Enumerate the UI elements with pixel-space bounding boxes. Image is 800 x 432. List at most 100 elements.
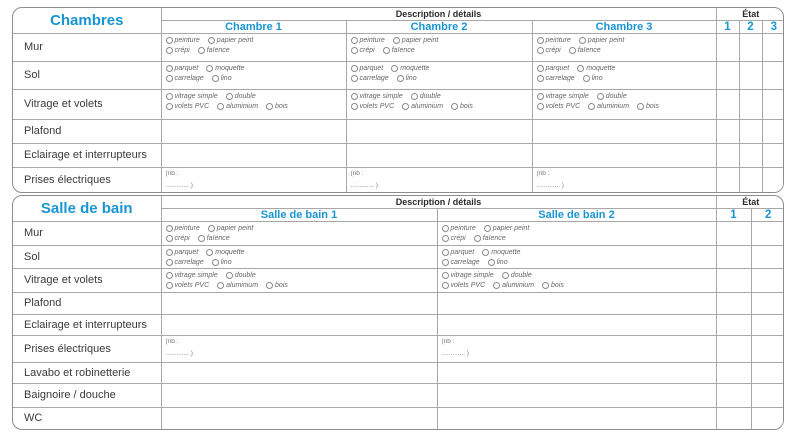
checkbox-icon[interactable] [536, 47, 544, 54]
description-cell[interactable] [436, 313, 717, 336]
description-cell[interactable] [345, 118, 533, 144]
checkbox-icon[interactable] [441, 235, 449, 242]
etat-cell[interactable] [715, 334, 752, 363]
checkbox-option[interactable]: peinture [350, 36, 385, 45]
checkbox-option[interactable]: vitrage simple [165, 92, 218, 101]
checkbox-option[interactable]: volets PVC [441, 281, 485, 290]
checkbox-option[interactable]: moquette [206, 64, 244, 73]
checkbox-option[interactable]: carrelage [441, 258, 480, 267]
checkbox-option[interactable]: faïence [473, 234, 506, 243]
checkbox-option[interactable]: crépi [350, 46, 375, 55]
checkbox-option[interactable]: carrelage [165, 258, 204, 267]
etat-cell[interactable] [715, 220, 752, 246]
checkbox-option[interactable]: peinture [165, 36, 200, 45]
description-cell[interactable] [160, 142, 347, 168]
checkbox-icon[interactable] [207, 37, 215, 44]
etat-cell[interactable] [750, 220, 783, 246]
etat-cell[interactable] [761, 88, 783, 120]
checkbox-icon[interactable] [536, 103, 544, 110]
checkbox-option[interactable]: parquet [165, 248, 198, 257]
description-cell[interactable] [531, 142, 717, 168]
checkbox-option[interactable]: bois [266, 102, 288, 111]
etat-cell[interactable] [750, 291, 783, 315]
etat-cell[interactable] [750, 406, 783, 429]
checkbox-icon[interactable] [266, 103, 274, 110]
etat-cell[interactable] [750, 361, 783, 384]
checkbox-option[interactable]: double [225, 92, 256, 101]
checkbox-icon[interactable] [578, 37, 586, 44]
checkbox-icon[interactable] [350, 75, 358, 82]
etat-cell[interactable] [715, 406, 752, 429]
checkbox-option[interactable]: vitrage simple [441, 271, 494, 280]
checkbox-icon[interactable] [165, 47, 173, 54]
checkbox-option[interactable]: aluminium [493, 281, 534, 290]
checkbox-icon[interactable] [350, 103, 358, 110]
etat-cell[interactable] [715, 88, 740, 120]
description-cell[interactable] [436, 406, 717, 429]
description-cell[interactable] [160, 382, 438, 408]
checkbox-icon[interactable] [206, 249, 214, 256]
checkbox-option[interactable]: moquette [206, 248, 244, 257]
checkbox-icon[interactable] [197, 235, 205, 242]
nb-cell[interactable]: (nb : ............. ) [160, 166, 347, 192]
checkbox-option[interactable]: double [501, 271, 532, 280]
checkbox-option[interactable]: papier peint [392, 36, 438, 45]
checkbox-icon[interactable] [225, 272, 233, 279]
checkbox-option[interactable]: crépi [441, 234, 466, 243]
etat-cell[interactable] [715, 142, 740, 168]
checkbox-icon[interactable] [396, 75, 404, 82]
checkbox-option[interactable]: aluminium [217, 281, 258, 290]
checkbox-option[interactable]: volets PVC [350, 102, 394, 111]
checkbox-option[interactable]: double [410, 92, 441, 101]
checkbox-option[interactable]: bois [542, 281, 564, 290]
checkbox-option[interactable]: peinture [165, 224, 200, 233]
checkbox-option[interactable]: lino [211, 74, 232, 83]
checkbox-icon[interactable] [451, 103, 459, 110]
checkbox-option[interactable]: carrelage [536, 74, 575, 83]
checkbox-option[interactable]: parquet [441, 248, 474, 257]
checkbox-option[interactable]: faïence [568, 46, 601, 55]
checkbox-icon[interactable] [207, 225, 215, 232]
checkbox-option[interactable]: papier peint [207, 224, 253, 233]
nb-cell[interactable]: (nb : ............. ) [160, 334, 438, 363]
etat-cell[interactable] [738, 32, 763, 62]
checkbox-option[interactable]: double [596, 92, 627, 101]
checkbox-option[interactable]: peinture [441, 224, 476, 233]
checkbox-icon[interactable] [392, 37, 400, 44]
etat-cell[interactable] [738, 142, 763, 168]
nb-cell[interactable]: (nb : ............. ) [345, 166, 533, 192]
etat-cell[interactable] [761, 142, 783, 168]
etat-cell[interactable] [761, 60, 783, 90]
description-cell[interactable] [436, 291, 717, 315]
checkbox-icon[interactable] [165, 225, 173, 232]
checkbox-option[interactable]: crépi [165, 234, 190, 243]
checkbox-option[interactable]: vitrage simple [165, 271, 218, 280]
checkbox-icon[interactable] [637, 103, 645, 110]
etat-cell[interactable] [750, 267, 783, 293]
etat-cell[interactable] [715, 60, 740, 90]
checkbox-option[interactable]: papier peint [483, 224, 529, 233]
etat-cell[interactable] [715, 166, 740, 192]
checkbox-option[interactable]: vitrage simple [536, 92, 589, 101]
checkbox-option[interactable]: parquet [350, 64, 383, 73]
checkbox-option[interactable]: bois [451, 102, 473, 111]
checkbox-option[interactable]: crépi [536, 46, 561, 55]
checkbox-option[interactable]: volets PVC [165, 102, 209, 111]
checkbox-icon[interactable] [266, 282, 274, 289]
checkbox-option[interactable]: faïence [197, 46, 230, 55]
checkbox-icon[interactable] [225, 93, 233, 100]
etat-cell[interactable] [715, 32, 740, 62]
checkbox-icon[interactable] [165, 259, 173, 266]
etat-cell[interactable] [715, 361, 752, 384]
checkbox-icon[interactable] [441, 225, 449, 232]
etat-cell[interactable] [761, 118, 783, 144]
checkbox-option[interactable]: parquet [536, 64, 569, 73]
checkbox-icon[interactable] [165, 235, 173, 242]
checkbox-option[interactable]: lino [211, 258, 232, 267]
checkbox-option[interactable]: double [225, 271, 256, 280]
checkbox-option[interactable]: faïence [197, 234, 230, 243]
checkbox-icon[interactable] [211, 75, 219, 82]
checkbox-icon[interactable] [501, 272, 509, 279]
etat-cell[interactable] [738, 166, 763, 192]
checkbox-option[interactable]: moquette [391, 64, 429, 73]
